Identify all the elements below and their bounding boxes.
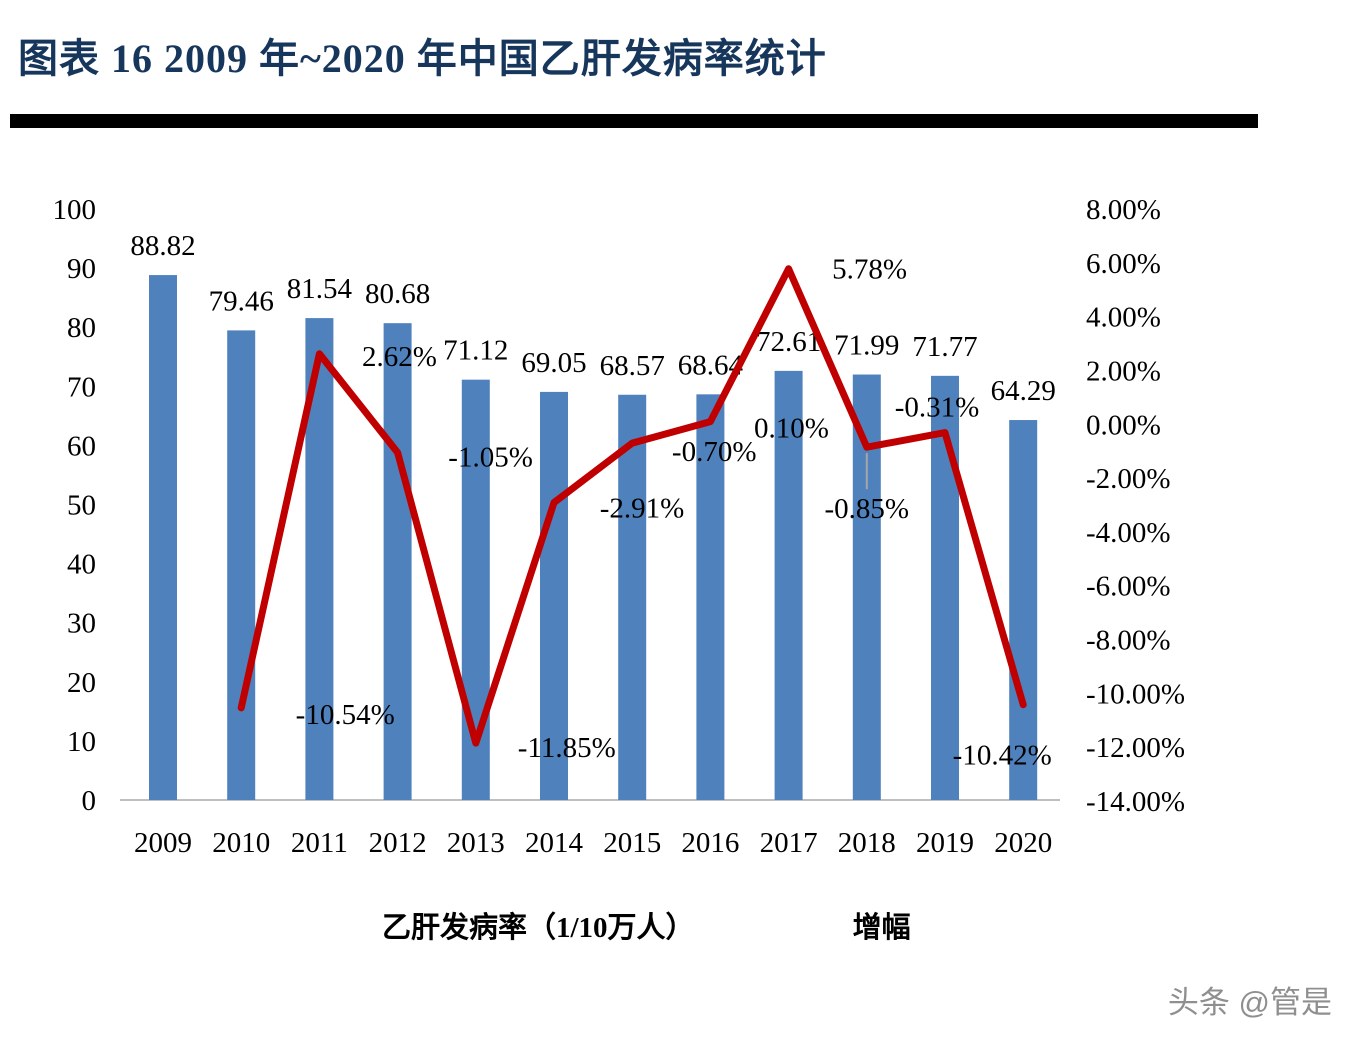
svg-text:70: 70 <box>67 371 96 403</box>
svg-text:-0.70%: -0.70% <box>672 436 757 468</box>
svg-text:-6.00%: -6.00% <box>1086 571 1171 603</box>
svg-text:60: 60 <box>67 430 96 462</box>
svg-text:2017: 2017 <box>760 827 818 859</box>
svg-text:-2.91%: -2.91% <box>600 493 685 525</box>
svg-text:2.62%: 2.62% <box>362 341 437 373</box>
svg-text:71.12: 71.12 <box>443 335 508 367</box>
svg-text:-14.00%: -14.00% <box>1086 786 1185 818</box>
svg-text:2012: 2012 <box>369 827 427 859</box>
svg-text:80.68: 80.68 <box>365 278 430 310</box>
svg-text:68.57: 68.57 <box>600 350 665 382</box>
line-series-label: 增幅 <box>852 912 911 944</box>
svg-text:81.54: 81.54 <box>287 273 353 305</box>
svg-text:-10.00%: -10.00% <box>1086 678 1185 710</box>
bar-series-swatch <box>292 914 368 936</box>
svg-text:2020: 2020 <box>994 827 1052 859</box>
svg-text:100: 100 <box>53 194 97 226</box>
svg-text:4.00%: 4.00% <box>1086 302 1161 334</box>
svg-text:6.00%: 6.00% <box>1086 248 1161 280</box>
title-divider <box>10 114 1258 128</box>
svg-text:10: 10 <box>67 726 96 758</box>
svg-text:8.00%: 8.00% <box>1086 194 1161 226</box>
page-title: 图表 16 2009 年~2020 年中国乙肝发病率统计 <box>18 36 827 81</box>
svg-text:71.99: 71.99 <box>834 330 899 362</box>
svg-text:2018: 2018 <box>838 827 896 859</box>
svg-text:2014: 2014 <box>525 827 584 859</box>
svg-text:88.82: 88.82 <box>130 230 195 262</box>
svg-text:-4.00%: -4.00% <box>1086 517 1171 549</box>
svg-text:20: 20 <box>67 667 96 699</box>
svg-text:2016: 2016 <box>681 827 739 859</box>
svg-text:-1.05%: -1.05% <box>448 442 533 474</box>
svg-text:-0.85%: -0.85% <box>825 493 910 525</box>
bar-series-label: 乙肝发病率（1/10万人） <box>382 912 695 944</box>
svg-text:-11.85%: -11.85% <box>518 732 616 764</box>
svg-text:-0.31%: -0.31% <box>895 392 980 424</box>
line-series-swatch <box>759 921 839 930</box>
svg-text:2.00%: 2.00% <box>1086 355 1161 387</box>
svg-text:-2.00%: -2.00% <box>1086 463 1171 495</box>
svg-text:72.61: 72.61 <box>756 326 821 358</box>
svg-text:90: 90 <box>67 253 96 285</box>
svg-text:2011: 2011 <box>291 827 348 859</box>
svg-text:-10.54%: -10.54% <box>296 699 395 731</box>
svg-text:0: 0 <box>82 785 97 817</box>
svg-text:40: 40 <box>67 549 96 581</box>
watermark: 头条 @管是 <box>1167 985 1332 1020</box>
svg-text:-12.00%: -12.00% <box>1086 732 1185 764</box>
svg-text:0.10%: 0.10% <box>754 413 829 445</box>
svg-text:2015: 2015 <box>603 827 661 859</box>
svg-text:69.05: 69.05 <box>521 347 586 379</box>
svg-text:-10.42%: -10.42% <box>953 740 1052 772</box>
svg-text:2009: 2009 <box>134 827 192 859</box>
svg-text:80: 80 <box>67 312 96 344</box>
svg-text:79.46: 79.46 <box>209 285 274 317</box>
svg-text:5.78%: 5.78% <box>832 254 907 286</box>
chart-legend: 乙肝发病率（1/10万人） 增幅 <box>292 904 911 946</box>
svg-text:71.77: 71.77 <box>912 331 977 363</box>
svg-text:0.00%: 0.00% <box>1086 409 1161 441</box>
svg-text:2010: 2010 <box>212 827 270 859</box>
svg-text:2013: 2013 <box>447 827 505 859</box>
svg-text:64.29: 64.29 <box>991 375 1056 407</box>
svg-text:2019: 2019 <box>916 827 974 859</box>
svg-text:50: 50 <box>67 490 96 522</box>
svg-text:30: 30 <box>67 608 96 640</box>
svg-text:-8.00%: -8.00% <box>1086 625 1171 657</box>
